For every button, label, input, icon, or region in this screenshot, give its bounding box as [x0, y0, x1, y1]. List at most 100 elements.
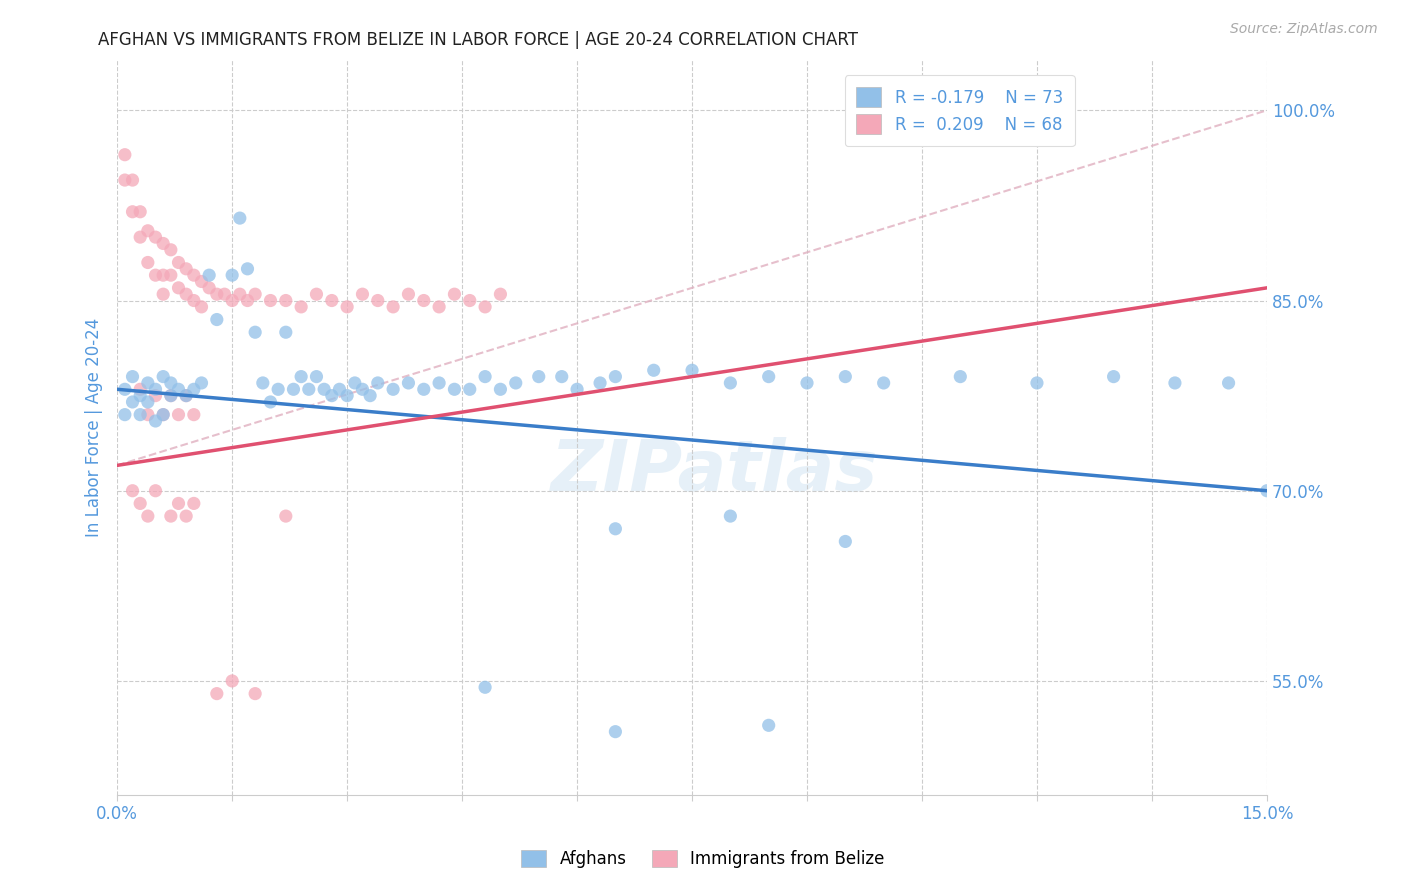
Point	[259, 293, 281, 308]
Point	[336, 389, 359, 403]
Point	[589, 376, 612, 390]
Point	[145, 268, 167, 282]
Point	[328, 382, 350, 396]
Point	[336, 300, 359, 314]
Point	[167, 496, 190, 510]
Point	[443, 287, 465, 301]
Point	[190, 376, 212, 390]
Point	[367, 376, 389, 390]
Point	[605, 724, 627, 739]
Point	[489, 382, 512, 396]
Point	[605, 369, 627, 384]
Point	[398, 376, 420, 390]
Point	[267, 382, 290, 396]
Point	[321, 293, 343, 308]
Point	[121, 395, 143, 409]
Point	[274, 293, 297, 308]
Point	[183, 408, 205, 422]
Point	[198, 281, 221, 295]
Point	[1164, 376, 1187, 390]
Point	[129, 382, 152, 396]
Point	[136, 376, 159, 390]
Point	[174, 509, 197, 524]
Point	[252, 376, 274, 390]
Point	[412, 293, 434, 308]
Point	[145, 483, 167, 498]
Point	[145, 382, 167, 396]
Point	[129, 408, 152, 422]
Point	[643, 363, 665, 377]
Point	[183, 496, 205, 510]
Point	[259, 395, 281, 409]
Point	[136, 395, 159, 409]
Point	[121, 369, 143, 384]
Point	[114, 408, 136, 422]
Point	[221, 673, 243, 688]
Point	[872, 376, 894, 390]
Point	[305, 287, 328, 301]
Point	[205, 287, 228, 301]
Point	[382, 300, 405, 314]
Point	[474, 369, 496, 384]
Point	[367, 293, 389, 308]
Point	[205, 312, 228, 326]
Point	[343, 376, 366, 390]
Point	[359, 389, 381, 403]
Point	[160, 389, 183, 403]
Point	[834, 369, 856, 384]
Point	[167, 281, 190, 295]
Point	[129, 389, 152, 403]
Point	[605, 522, 627, 536]
Text: Source: ZipAtlas.com: Source: ZipAtlas.com	[1230, 22, 1378, 37]
Point	[527, 369, 550, 384]
Point	[190, 275, 212, 289]
Point	[183, 293, 205, 308]
Point	[174, 389, 197, 403]
Point	[160, 376, 183, 390]
Point	[145, 230, 167, 244]
Point	[474, 680, 496, 694]
Point	[243, 687, 266, 701]
Point	[290, 369, 312, 384]
Point	[152, 236, 174, 251]
Point	[758, 718, 780, 732]
Point	[221, 293, 243, 308]
Point	[681, 363, 703, 377]
Point	[834, 534, 856, 549]
Point	[427, 376, 450, 390]
Point	[152, 287, 174, 301]
Text: AFGHAN VS IMMIGRANTS FROM BELIZE IN LABOR FORCE | AGE 20-24 CORRELATION CHART: AFGHAN VS IMMIGRANTS FROM BELIZE IN LABO…	[98, 31, 859, 49]
Point	[121, 204, 143, 219]
Point	[489, 287, 512, 301]
Point	[229, 211, 252, 226]
Point	[174, 389, 197, 403]
Point	[298, 382, 321, 396]
Point	[274, 509, 297, 524]
Point	[505, 376, 527, 390]
Point	[565, 382, 588, 396]
Point	[167, 255, 190, 269]
Point	[198, 268, 221, 282]
Point	[398, 287, 420, 301]
Point	[160, 268, 183, 282]
Point	[949, 369, 972, 384]
Point	[474, 300, 496, 314]
Point	[145, 414, 167, 428]
Legend: R = -0.179    N = 73, R =  0.209    N = 68: R = -0.179 N = 73, R = 0.209 N = 68	[845, 75, 1074, 146]
Point	[551, 369, 574, 384]
Point	[114, 147, 136, 161]
Point	[236, 261, 259, 276]
Point	[152, 268, 174, 282]
Point	[321, 389, 343, 403]
Point	[183, 268, 205, 282]
Point	[152, 408, 174, 422]
Point	[382, 382, 405, 396]
Point	[136, 255, 159, 269]
Point	[121, 483, 143, 498]
Point	[352, 382, 374, 396]
Point	[1026, 376, 1049, 390]
Point	[129, 230, 152, 244]
Point	[427, 300, 450, 314]
Point	[136, 408, 159, 422]
Point	[458, 382, 481, 396]
